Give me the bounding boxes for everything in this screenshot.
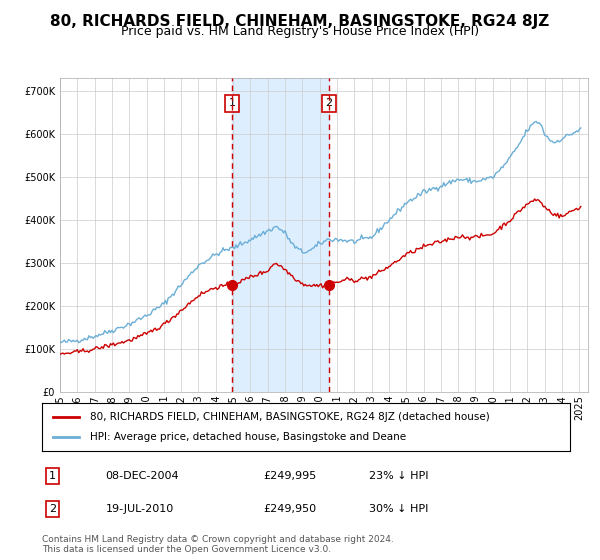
Text: £249,995: £249,995: [264, 471, 317, 481]
Text: 80, RICHARDS FIELD, CHINEHAM, BASINGSTOKE, RG24 8JZ: 80, RICHARDS FIELD, CHINEHAM, BASINGSTOK…: [50, 14, 550, 29]
Text: £249,950: £249,950: [264, 504, 317, 514]
Text: HPI: Average price, detached house, Basingstoke and Deane: HPI: Average price, detached house, Basi…: [89, 432, 406, 442]
Bar: [232, 78, 329, 392]
Text: 80, RICHARDS FIELD, CHINEHAM, BASINGSTOKE, RG24 8JZ (detached house): 80, RICHARDS FIELD, CHINEHAM, BASINGSTOK…: [89, 412, 489, 422]
Text: 2: 2: [49, 504, 56, 514]
Text: 2: 2: [325, 99, 332, 109]
Text: 19-JUL-2010: 19-JUL-2010: [106, 504, 173, 514]
Text: 08-DEC-2004: 08-DEC-2004: [106, 471, 179, 481]
Text: Contains HM Land Registry data © Crown copyright and database right 2024.
This d: Contains HM Land Registry data © Crown c…: [42, 535, 394, 554]
Text: 1: 1: [229, 99, 236, 109]
Text: 23% ↓ HPI: 23% ↓ HPI: [370, 471, 429, 481]
Text: Price paid vs. HM Land Registry's House Price Index (HPI): Price paid vs. HM Land Registry's House …: [121, 25, 479, 38]
Text: 1: 1: [49, 471, 56, 481]
Text: 30% ↓ HPI: 30% ↓ HPI: [370, 504, 429, 514]
